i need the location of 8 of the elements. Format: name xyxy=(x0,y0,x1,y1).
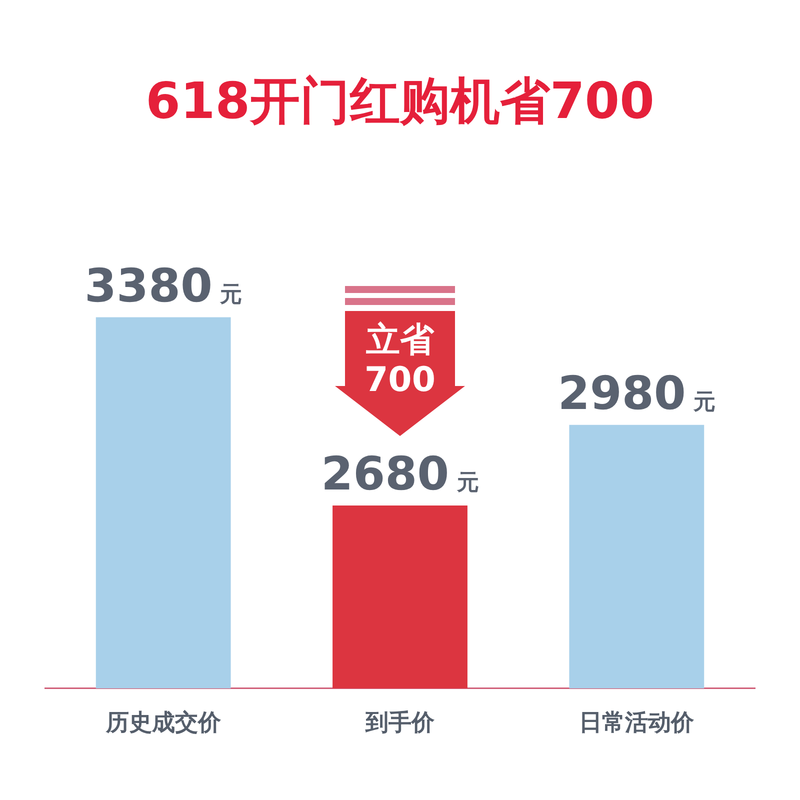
data-label: 2980 元 xyxy=(558,366,716,420)
x-tick-label: 历史成交价 xyxy=(104,709,222,736)
data-label: 3380 元 xyxy=(84,258,242,312)
x-tick-label: 到手价 xyxy=(364,710,436,736)
x-tick-label: 日常活动价 xyxy=(579,710,696,736)
data-label: 2680 元 xyxy=(321,446,479,501)
chart-title: 618开门红购机省700 xyxy=(144,71,656,132)
annotation: 立省 700 xyxy=(364,320,436,400)
